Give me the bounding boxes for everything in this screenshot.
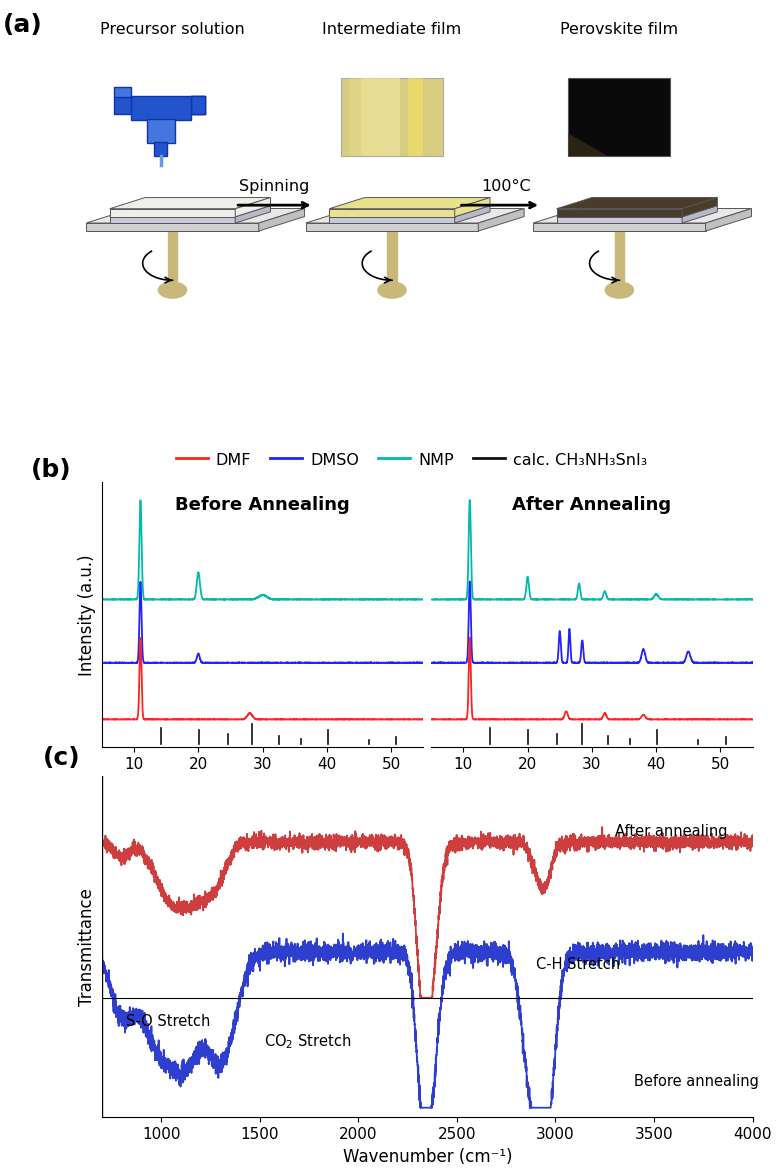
- Circle shape: [378, 282, 406, 299]
- Text: After annealing: After annealing: [615, 823, 727, 838]
- Polygon shape: [86, 209, 305, 223]
- Text: (a): (a): [3, 13, 43, 38]
- Bar: [114, 87, 131, 98]
- Circle shape: [158, 282, 187, 299]
- Legend: DMF, DMSO, NMP, calc. CH₃NH₃SnI₃: DMF, DMSO, NMP, calc. CH₃NH₃SnI₃: [169, 446, 654, 474]
- Polygon shape: [110, 209, 235, 218]
- Polygon shape: [706, 209, 752, 232]
- Text: After Annealing: After Annealing: [513, 495, 671, 514]
- Polygon shape: [557, 209, 682, 218]
- Text: Before Annealing: Before Annealing: [176, 495, 350, 514]
- Text: Intermediate film: Intermediate film: [322, 22, 462, 38]
- Text: Perovskite film: Perovskite film: [561, 22, 678, 38]
- Polygon shape: [235, 206, 270, 223]
- Polygon shape: [682, 206, 717, 223]
- Polygon shape: [557, 206, 717, 218]
- Bar: [191, 96, 205, 114]
- Polygon shape: [682, 198, 717, 218]
- X-axis label: 2θ (degree): 2θ (degree): [214, 777, 311, 795]
- Polygon shape: [306, 209, 524, 223]
- Polygon shape: [455, 206, 490, 223]
- X-axis label: Wavenumber (cm⁻¹): Wavenumber (cm⁻¹): [343, 1148, 512, 1165]
- X-axis label: 2θ (degree): 2θ (degree): [543, 777, 641, 795]
- Bar: [154, 142, 167, 156]
- Polygon shape: [110, 198, 270, 209]
- Bar: [568, 79, 670, 156]
- Polygon shape: [329, 209, 455, 218]
- Bar: [131, 96, 191, 121]
- Y-axis label: Transmittance: Transmittance: [78, 888, 96, 1005]
- Text: (c): (c): [43, 746, 81, 769]
- Polygon shape: [478, 209, 524, 232]
- Text: Before annealing: Before annealing: [634, 1074, 759, 1089]
- Polygon shape: [329, 198, 490, 209]
- Text: 100°C: 100°C: [481, 180, 531, 194]
- Text: S-O Stretch: S-O Stretch: [125, 1014, 210, 1028]
- Bar: [361, 79, 400, 156]
- Polygon shape: [568, 134, 608, 156]
- Polygon shape: [533, 223, 706, 232]
- Bar: [408, 79, 423, 156]
- Polygon shape: [557, 198, 717, 209]
- Polygon shape: [110, 206, 270, 218]
- Polygon shape: [306, 223, 478, 232]
- Bar: [191, 96, 205, 114]
- Text: Precursor solution: Precursor solution: [100, 22, 245, 38]
- Polygon shape: [110, 218, 235, 223]
- Polygon shape: [86, 223, 259, 232]
- Text: CO$_2$ Stretch: CO$_2$ Stretch: [263, 1033, 351, 1051]
- Y-axis label: Intensity (a.u.): Intensity (a.u.): [78, 554, 96, 675]
- Circle shape: [605, 282, 633, 299]
- Polygon shape: [259, 209, 305, 232]
- Bar: [147, 120, 175, 143]
- Polygon shape: [329, 218, 455, 223]
- Bar: [349, 79, 372, 156]
- Polygon shape: [455, 198, 490, 218]
- Bar: [114, 96, 133, 114]
- Text: Spinning: Spinning: [239, 180, 310, 194]
- Text: C-H Stretch: C-H Stretch: [535, 956, 620, 971]
- Polygon shape: [533, 209, 752, 223]
- Polygon shape: [557, 218, 682, 223]
- Text: (b): (b): [31, 459, 72, 482]
- Bar: [341, 79, 443, 156]
- Bar: [191, 96, 205, 114]
- Polygon shape: [329, 206, 490, 218]
- Polygon shape: [235, 198, 270, 218]
